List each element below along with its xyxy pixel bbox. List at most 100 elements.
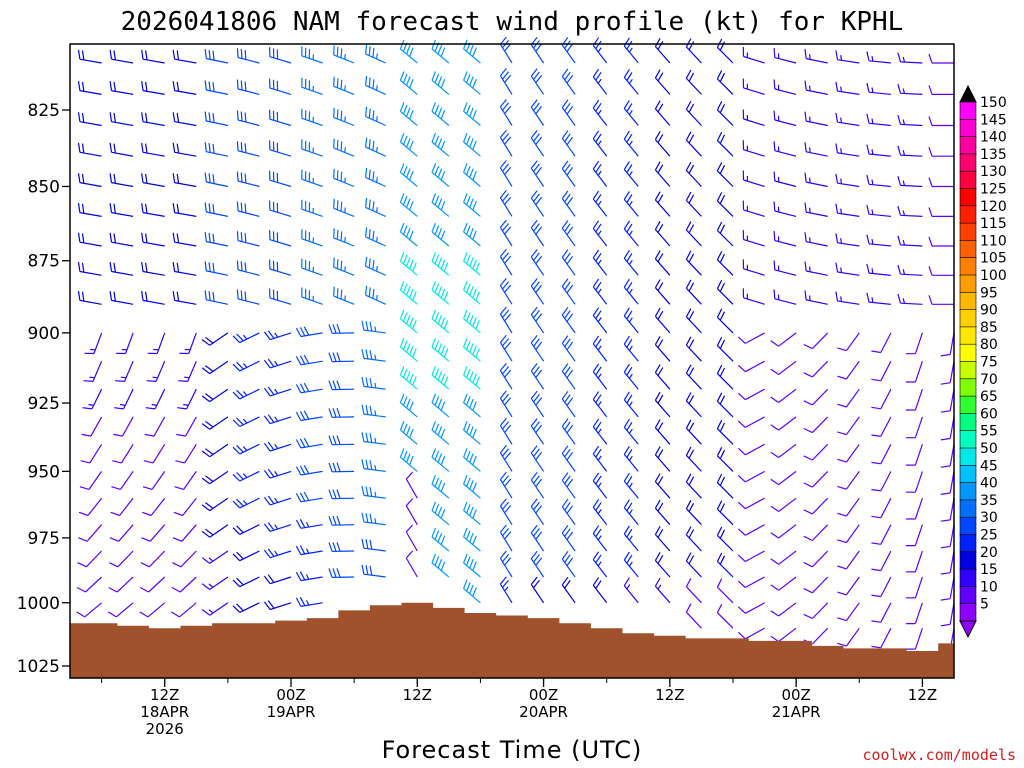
wind-barb [399,252,418,276]
wind-barb [232,497,260,509]
wind-barb [295,597,323,607]
wind-barb [773,171,797,188]
wind-barb [716,38,734,64]
wind-barb [905,498,923,520]
wind-barb [328,515,355,526]
wind-barb [928,53,954,64]
wind-barb [623,69,639,95]
wind-barb [905,332,923,355]
colorbar-swatch [959,170,977,190]
wind-barb [654,526,671,552]
wind-barb [592,278,608,305]
wind-barb [592,472,608,499]
wind-barb [837,497,860,517]
colorbar-label: 60 [980,406,998,422]
wind-barb [654,131,671,157]
credit-link[interactable]: coolwx.com/models [862,746,1016,764]
wind-barb [737,576,765,589]
wind-barb [295,437,323,449]
wind-barb [837,627,860,647]
wind-barb [361,485,386,499]
wind-barb [530,219,545,247]
wind-barb [204,202,229,217]
wind-barb [716,447,734,472]
wind-barb [866,174,891,188]
wind-barb [871,550,892,572]
wind-barb [561,220,576,247]
wind-barb [592,391,608,418]
wind-barb [623,551,639,578]
wind-barb [232,470,260,482]
wind-barb [685,336,702,362]
wind-barb [803,332,829,350]
wind-barb [837,550,860,570]
wind-barb [561,99,576,126]
wind-barb [804,142,828,157]
wind-barb [109,262,134,276]
wind-barb [263,468,292,479]
wind-barb [685,308,702,334]
wind-barb [530,390,545,418]
wind-barb [742,109,765,127]
wind-barb [837,388,860,408]
wind-barb [172,262,197,276]
wind-barb [301,46,323,64]
colorbar-swatch [959,274,977,294]
wind-barb [623,577,639,604]
wind-barb [837,576,860,596]
wind-barb [592,525,608,552]
wind-barb [803,416,829,434]
wind-barb [143,443,166,464]
wind-barb [333,228,355,247]
wind-barb [399,337,418,362]
wind-barb [333,257,355,276]
wind-barb [866,204,891,217]
wind-barb [871,497,892,519]
colorbar-swatch [959,534,977,553]
wind-barb [530,278,545,305]
colorbar-swatch [959,188,977,207]
wind-barb [623,278,639,305]
wind-barb [561,390,576,418]
wind-barb [328,568,355,578]
wind-barb [399,71,418,95]
wind-barb [80,443,103,464]
colorbar-label: 25 [980,528,998,544]
wind-barb [145,388,166,410]
wind-barb [928,177,954,188]
wind-barb [716,364,734,390]
wind-barb [499,471,513,499]
wind-barb [654,364,671,390]
wind-barb [201,497,229,512]
wind-barb [144,416,166,437]
wind-barb [328,542,355,552]
wind-barb [333,198,355,217]
wind-barb [204,80,229,95]
wind-barb [171,576,197,593]
wind-barb [737,332,765,344]
wind-barb [77,291,102,305]
wind-barb [328,435,355,446]
wind-barb [905,576,923,599]
wind-barb [530,36,545,64]
wind-barb [871,627,892,649]
wind-barb [685,419,702,445]
wind-barb [236,289,260,305]
wind-barb [116,332,134,355]
wind-barb [463,527,481,552]
wind-barb [301,199,323,217]
wind-barb [592,551,608,578]
wind-barb [81,416,103,437]
wind-barb [328,352,355,363]
wind-barb [328,489,355,500]
colorbar-label: 35 [980,493,998,509]
wind-barb [431,132,450,157]
wind-barb [804,232,828,247]
wind-barb [561,68,576,95]
wind-barb [716,473,734,499]
wind-barb [592,37,608,64]
wind-barb [405,524,418,552]
wind-barb [170,602,197,618]
wind-barb [109,173,134,188]
wind-barb [716,192,734,217]
